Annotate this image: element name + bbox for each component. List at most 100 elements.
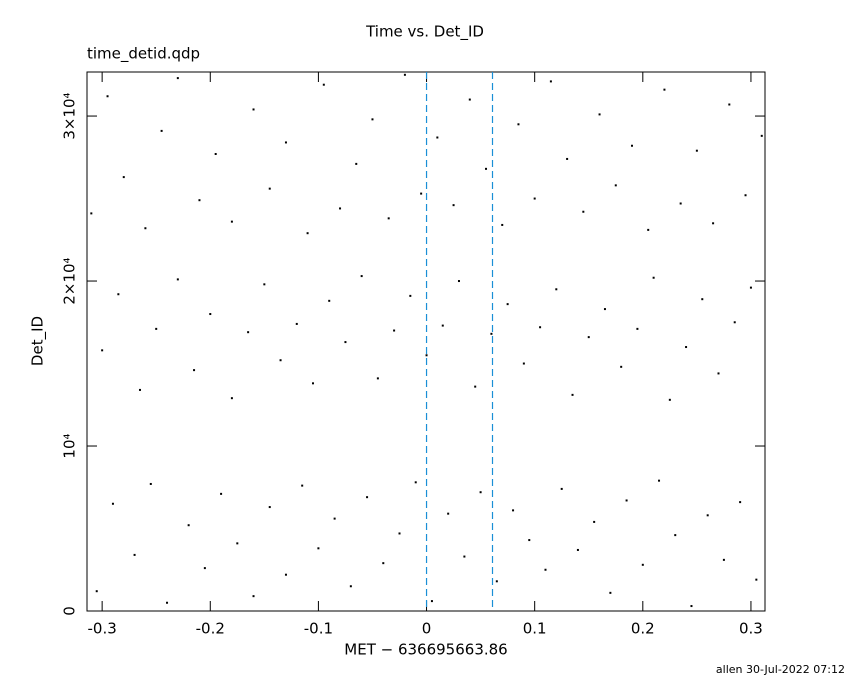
point <box>220 492 223 495</box>
point <box>560 487 563 490</box>
point <box>528 539 531 542</box>
point <box>447 512 450 515</box>
point <box>252 108 255 111</box>
point <box>376 377 379 380</box>
point <box>533 197 536 200</box>
point <box>744 194 747 197</box>
point <box>522 362 525 365</box>
point <box>344 341 347 344</box>
point <box>598 113 601 116</box>
point <box>603 308 606 311</box>
point <box>144 227 147 230</box>
point <box>155 327 158 330</box>
point <box>133 553 136 556</box>
x-tick-label: -0.2 <box>196 620 225 638</box>
chart-subtitle: time_detid.qdp <box>87 45 200 64</box>
point <box>506 303 509 306</box>
point <box>571 393 574 396</box>
point <box>198 199 201 202</box>
x-tick-label: 0.1 <box>523 620 547 638</box>
point <box>425 354 428 357</box>
point <box>495 580 498 583</box>
x-tick-label: -0.3 <box>87 620 116 638</box>
point <box>501 223 504 226</box>
point <box>339 207 342 210</box>
point <box>403 73 406 76</box>
point <box>328 299 331 302</box>
point <box>317 547 320 550</box>
point <box>160 129 163 132</box>
x-tick-label: 0.2 <box>631 620 655 638</box>
point <box>463 555 466 558</box>
point <box>722 558 725 561</box>
point <box>668 398 671 401</box>
point <box>679 202 682 205</box>
point <box>166 601 169 604</box>
point <box>209 313 212 316</box>
point <box>247 331 250 334</box>
point <box>712 222 715 225</box>
point <box>306 232 309 235</box>
point <box>355 162 358 165</box>
point <box>663 88 666 91</box>
point <box>582 210 585 213</box>
point <box>625 499 628 502</box>
footer: allen 30-Jul-2022 07:12 <box>716 663 845 676</box>
point <box>517 123 520 126</box>
point <box>420 192 423 195</box>
point <box>187 524 190 527</box>
point <box>490 332 493 335</box>
chart-title: Time vs. Det_ID <box>365 23 484 42</box>
point <box>230 220 233 223</box>
point <box>414 481 417 484</box>
y-tick-label: 3×10⁴ <box>61 92 79 139</box>
point <box>268 506 271 509</box>
point <box>474 385 477 388</box>
point <box>284 141 287 144</box>
point <box>366 496 369 499</box>
point <box>214 152 217 155</box>
point <box>749 286 752 289</box>
point <box>739 501 742 504</box>
point <box>479 491 482 494</box>
point <box>701 298 704 301</box>
point <box>333 517 336 520</box>
point <box>387 217 390 220</box>
point <box>549 80 552 83</box>
point <box>312 382 314 385</box>
point <box>193 369 196 372</box>
point <box>398 532 401 535</box>
point <box>539 326 542 329</box>
point <box>614 184 617 187</box>
point <box>371 118 374 121</box>
point <box>630 144 633 147</box>
point <box>393 329 396 332</box>
point <box>203 567 206 570</box>
x-tick-label: 0 <box>422 620 432 638</box>
point <box>349 585 352 588</box>
point <box>279 359 282 362</box>
point <box>658 479 661 482</box>
point <box>733 321 736 324</box>
x-tick-label: 0.3 <box>739 620 763 638</box>
point <box>647 228 650 231</box>
point <box>322 83 325 86</box>
point <box>382 562 385 565</box>
y-axis-label: Det_ID <box>29 316 48 366</box>
point <box>263 283 266 286</box>
point <box>149 482 152 485</box>
point <box>620 365 623 368</box>
point <box>674 534 677 537</box>
point <box>106 95 109 98</box>
point <box>652 276 655 279</box>
point <box>555 288 558 291</box>
point <box>690 605 693 608</box>
point <box>452 204 455 207</box>
point <box>295 322 298 325</box>
point <box>252 595 255 598</box>
point <box>512 509 515 512</box>
point <box>360 275 363 278</box>
point <box>409 294 412 297</box>
point <box>566 157 569 160</box>
point <box>111 502 114 505</box>
